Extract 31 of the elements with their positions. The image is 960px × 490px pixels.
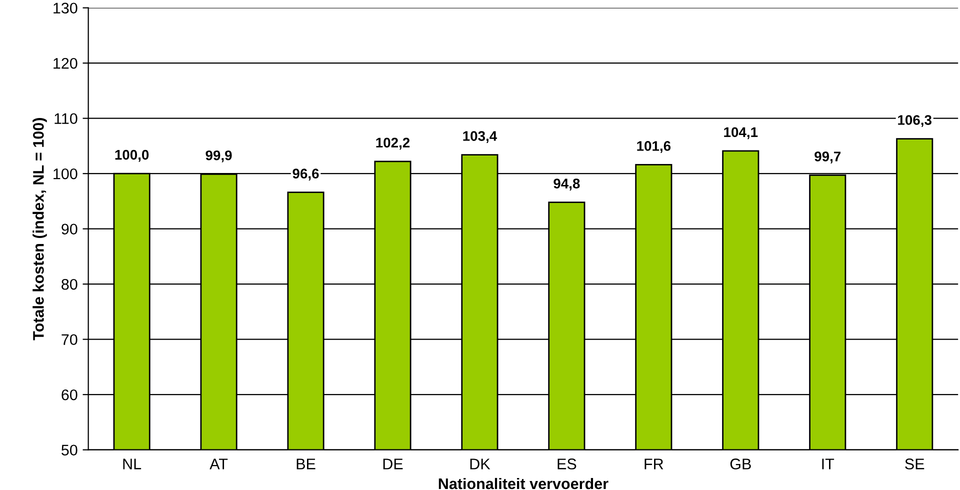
x-tick-label: NL [123,458,142,470]
y-tick-label: 110 [54,113,78,124]
y-tick-label: 130 [54,2,78,14]
y-tick-label: 50 [62,444,78,456]
y-tick-label: 80 [62,278,78,290]
data-label: 96,6 [292,168,319,181]
data-label: 99,7 [814,152,841,164]
x-tick-label: DK [470,458,490,470]
y-tick-label: 70 [62,334,78,346]
y-tick-label: 120 [54,58,78,69]
data-label: 103,4 [463,131,498,143]
data-label: 100,0 [115,150,149,162]
data-label: 104,1 [724,127,758,140]
y-axis-title: Totale kosten (index, NL = 100) [32,118,47,340]
x-axis-title: Nationaliteit vervoerder [438,478,608,490]
x-tick-label: DE [383,458,403,470]
y-tick-label: 60 [62,389,78,400]
y-tick-label: 90 [62,224,78,235]
x-tick-label: BE [296,458,316,470]
data-label: 101,6 [637,141,671,153]
x-tick-label: IT [822,458,834,470]
data-label: 106,3 [898,115,932,127]
data-label: 94,8 [554,178,580,190]
x-tick-label: SE [905,458,924,470]
x-tick-label: GB [730,458,751,470]
y-tick-label: 100 [54,168,78,180]
data-label: 102,2 [376,138,410,150]
data-label: 99,9 [206,150,232,162]
x-tick-label: FR [644,458,664,470]
x-tick-label: AT [210,458,228,470]
x-tick-label: ES [558,458,576,470]
